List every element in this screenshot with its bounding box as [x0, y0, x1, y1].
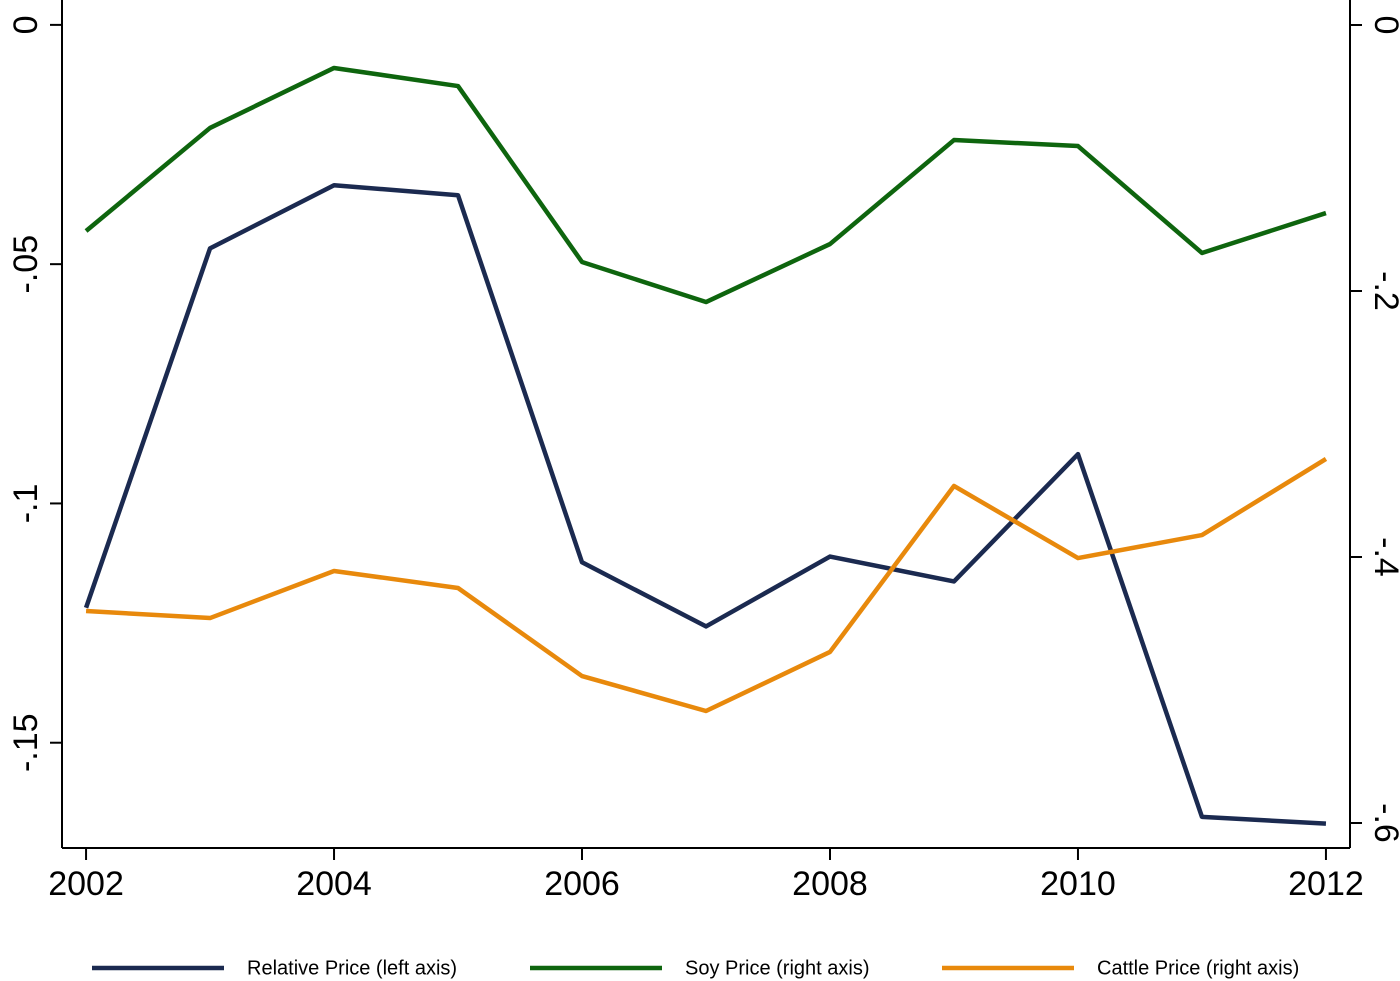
legend-label: Soy Price (right axis) [685, 957, 870, 979]
y2-tick-label: -.2 [1367, 271, 1400, 311]
series-line [84, 65, 1327, 305]
series-line [85, 457, 1328, 714]
y2-tick-label: -.4 [1367, 537, 1400, 577]
x-tick-label: 2004 [296, 865, 372, 903]
x-tick-label: 2006 [544, 865, 620, 903]
y-tick-label: 0 [7, 15, 45, 34]
y-tick-label: -.15 [7, 713, 45, 772]
x-tick-label: 2010 [1040, 865, 1116, 903]
x-tick-label: 2012 [1288, 865, 1364, 903]
series-line [83, 182, 1327, 826]
y2-tick-label: 0 [1367, 16, 1400, 35]
y-tick-label: -.05 [7, 235, 45, 294]
legend-label: Cattle Price (right axis) [1097, 957, 1299, 979]
x-tick-label: 2008 [792, 865, 868, 903]
x-tick-label: 2002 [48, 865, 124, 903]
legend-label: Relative Price (left axis) [247, 957, 457, 979]
y2-tick-label: -.6 [1367, 803, 1400, 843]
y-tick-label: -.1 [7, 484, 45, 524]
